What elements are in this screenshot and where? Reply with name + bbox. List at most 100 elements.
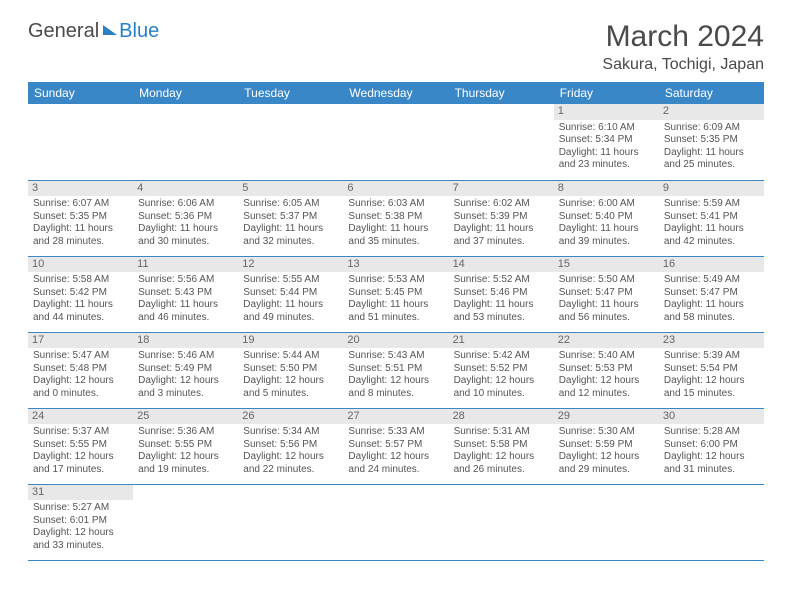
dow-header: Thursday	[449, 82, 554, 104]
title-block: March 2024 Sakura, Tochigi, Japan	[602, 20, 764, 74]
daylight-text: Daylight: 12 hours	[243, 451, 338, 464]
day-number: 19	[238, 333, 343, 349]
sunrise-text: Sunrise: 5:37 AM	[33, 426, 128, 439]
sunrise-text: Sunrise: 6:07 AM	[33, 198, 128, 211]
day-number: 8	[554, 181, 659, 197]
week-row: 17Sunrise: 5:47 AMSunset: 5:48 PMDayligh…	[28, 332, 764, 408]
day-number: 21	[449, 333, 554, 349]
day-number: 6	[343, 181, 448, 197]
logo-text-blue: Blue	[119, 20, 159, 43]
day-cell: 27Sunrise: 5:33 AMSunset: 5:57 PMDayligh…	[343, 408, 448, 484]
day-cell: 25Sunrise: 5:36 AMSunset: 5:55 PMDayligh…	[133, 408, 238, 484]
sunset-text: Sunset: 5:44 PM	[243, 287, 338, 300]
day-cell: 13Sunrise: 5:53 AMSunset: 5:45 PMDayligh…	[343, 256, 448, 332]
day-cell: 2Sunrise: 6:09 AMSunset: 5:35 PMDaylight…	[659, 104, 764, 180]
sunset-text: Sunset: 5:57 PM	[348, 439, 443, 452]
sunrise-text: Sunrise: 5:52 AM	[454, 274, 549, 287]
daylight-text: Daylight: 11 hours	[559, 299, 654, 312]
daylight-text: Daylight: 12 hours	[33, 375, 128, 388]
month-title: March 2024	[602, 20, 764, 54]
sunset-text: Sunset: 5:47 PM	[559, 287, 654, 300]
sunset-text: Sunset: 5:34 PM	[559, 134, 654, 147]
day-number: 26	[238, 409, 343, 425]
daylight-text: Daylight: 11 hours	[664, 223, 759, 236]
day-number: 1	[554, 104, 659, 120]
daylight-text: Daylight: 11 hours	[33, 299, 128, 312]
sunrise-text: Sunrise: 6:02 AM	[454, 198, 549, 211]
daylight-text: Daylight: 11 hours	[138, 223, 233, 236]
sunset-text: Sunset: 5:47 PM	[664, 287, 759, 300]
dow-header: Monday	[133, 82, 238, 104]
location-label: Sakura, Tochigi, Japan	[602, 56, 764, 74]
day-number: 15	[554, 257, 659, 273]
daylight-text: and 17 minutes.	[33, 464, 128, 477]
sunrise-text: Sunrise: 6:05 AM	[243, 198, 338, 211]
sunrise-text: Sunrise: 5:42 AM	[454, 350, 549, 363]
daylight-text: Daylight: 11 hours	[454, 299, 549, 312]
sunrise-text: Sunrise: 6:09 AM	[664, 122, 759, 135]
day-number: 16	[659, 257, 764, 273]
daylight-text: Daylight: 12 hours	[33, 451, 128, 464]
week-row: 1Sunrise: 6:10 AMSunset: 5:34 PMDaylight…	[28, 104, 764, 180]
day-cell: 21Sunrise: 5:42 AMSunset: 5:52 PMDayligh…	[449, 332, 554, 408]
sunrise-text: Sunrise: 6:10 AM	[559, 122, 654, 135]
day-number: 20	[343, 333, 448, 349]
sunrise-text: Sunrise: 5:34 AM	[243, 426, 338, 439]
day-cell: 26Sunrise: 5:34 AMSunset: 5:56 PMDayligh…	[238, 408, 343, 484]
day-number: 23	[659, 333, 764, 349]
daylight-text: and 10 minutes.	[454, 388, 549, 401]
calendar-table: SundayMondayTuesdayWednesdayThursdayFrid…	[28, 82, 764, 561]
dow-header: Friday	[554, 82, 659, 104]
sunset-text: Sunset: 5:51 PM	[348, 363, 443, 376]
day-cell	[133, 484, 238, 560]
day-cell	[449, 104, 554, 180]
calendar-body: 1Sunrise: 6:10 AMSunset: 5:34 PMDaylight…	[28, 104, 764, 560]
week-row: 31Sunrise: 5:27 AMSunset: 6:01 PMDayligh…	[28, 484, 764, 560]
dow-header: Tuesday	[238, 82, 343, 104]
daylight-text: and 3 minutes.	[138, 388, 233, 401]
daylight-text: and 24 minutes.	[348, 464, 443, 477]
day-cell: 11Sunrise: 5:56 AMSunset: 5:43 PMDayligh…	[133, 256, 238, 332]
sunrise-text: Sunrise: 5:50 AM	[559, 274, 654, 287]
sunrise-text: Sunrise: 5:55 AM	[243, 274, 338, 287]
day-cell	[238, 104, 343, 180]
day-cell: 15Sunrise: 5:50 AMSunset: 5:47 PMDayligh…	[554, 256, 659, 332]
sunset-text: Sunset: 5:45 PM	[348, 287, 443, 300]
day-number: 31	[28, 485, 133, 501]
daylight-text: and 25 minutes.	[664, 159, 759, 172]
sunrise-text: Sunrise: 5:43 AM	[348, 350, 443, 363]
day-cell: 10Sunrise: 5:58 AMSunset: 5:42 PMDayligh…	[28, 256, 133, 332]
daylight-text: and 58 minutes.	[664, 312, 759, 325]
day-cell: 28Sunrise: 5:31 AMSunset: 5:58 PMDayligh…	[449, 408, 554, 484]
day-number: 29	[554, 409, 659, 425]
daylight-text: and 26 minutes.	[454, 464, 549, 477]
daylight-text: and 19 minutes.	[138, 464, 233, 477]
sunrise-text: Sunrise: 5:58 AM	[33, 274, 128, 287]
sunrise-text: Sunrise: 5:33 AM	[348, 426, 443, 439]
daylight-text: and 23 minutes.	[559, 159, 654, 172]
sunrise-text: Sunrise: 5:28 AM	[664, 426, 759, 439]
sunset-text: Sunset: 5:41 PM	[664, 211, 759, 224]
day-cell: 5Sunrise: 6:05 AMSunset: 5:37 PMDaylight…	[238, 180, 343, 256]
daylight-text: and 37 minutes.	[454, 236, 549, 249]
daylight-text: and 15 minutes.	[664, 388, 759, 401]
dow-header: Wednesday	[343, 82, 448, 104]
day-number: 9	[659, 181, 764, 197]
day-cell: 30Sunrise: 5:28 AMSunset: 6:00 PMDayligh…	[659, 408, 764, 484]
daylight-text: Daylight: 11 hours	[559, 147, 654, 160]
daylight-text: and 12 minutes.	[559, 388, 654, 401]
day-cell: 4Sunrise: 6:06 AMSunset: 5:36 PMDaylight…	[133, 180, 238, 256]
daylight-text: Daylight: 12 hours	[138, 451, 233, 464]
day-cell	[554, 484, 659, 560]
daylight-text: Daylight: 11 hours	[454, 223, 549, 236]
daylight-text: Daylight: 11 hours	[664, 147, 759, 160]
sunrise-text: Sunrise: 5:53 AM	[348, 274, 443, 287]
sunset-text: Sunset: 5:46 PM	[454, 287, 549, 300]
daylight-text: and 53 minutes.	[454, 312, 549, 325]
daylight-text: and 49 minutes.	[243, 312, 338, 325]
sunrise-text: Sunrise: 5:59 AM	[664, 198, 759, 211]
day-cell: 19Sunrise: 5:44 AMSunset: 5:50 PMDayligh…	[238, 332, 343, 408]
week-row: 10Sunrise: 5:58 AMSunset: 5:42 PMDayligh…	[28, 256, 764, 332]
daylight-text: Daylight: 11 hours	[348, 299, 443, 312]
sunset-text: Sunset: 6:01 PM	[33, 515, 128, 528]
